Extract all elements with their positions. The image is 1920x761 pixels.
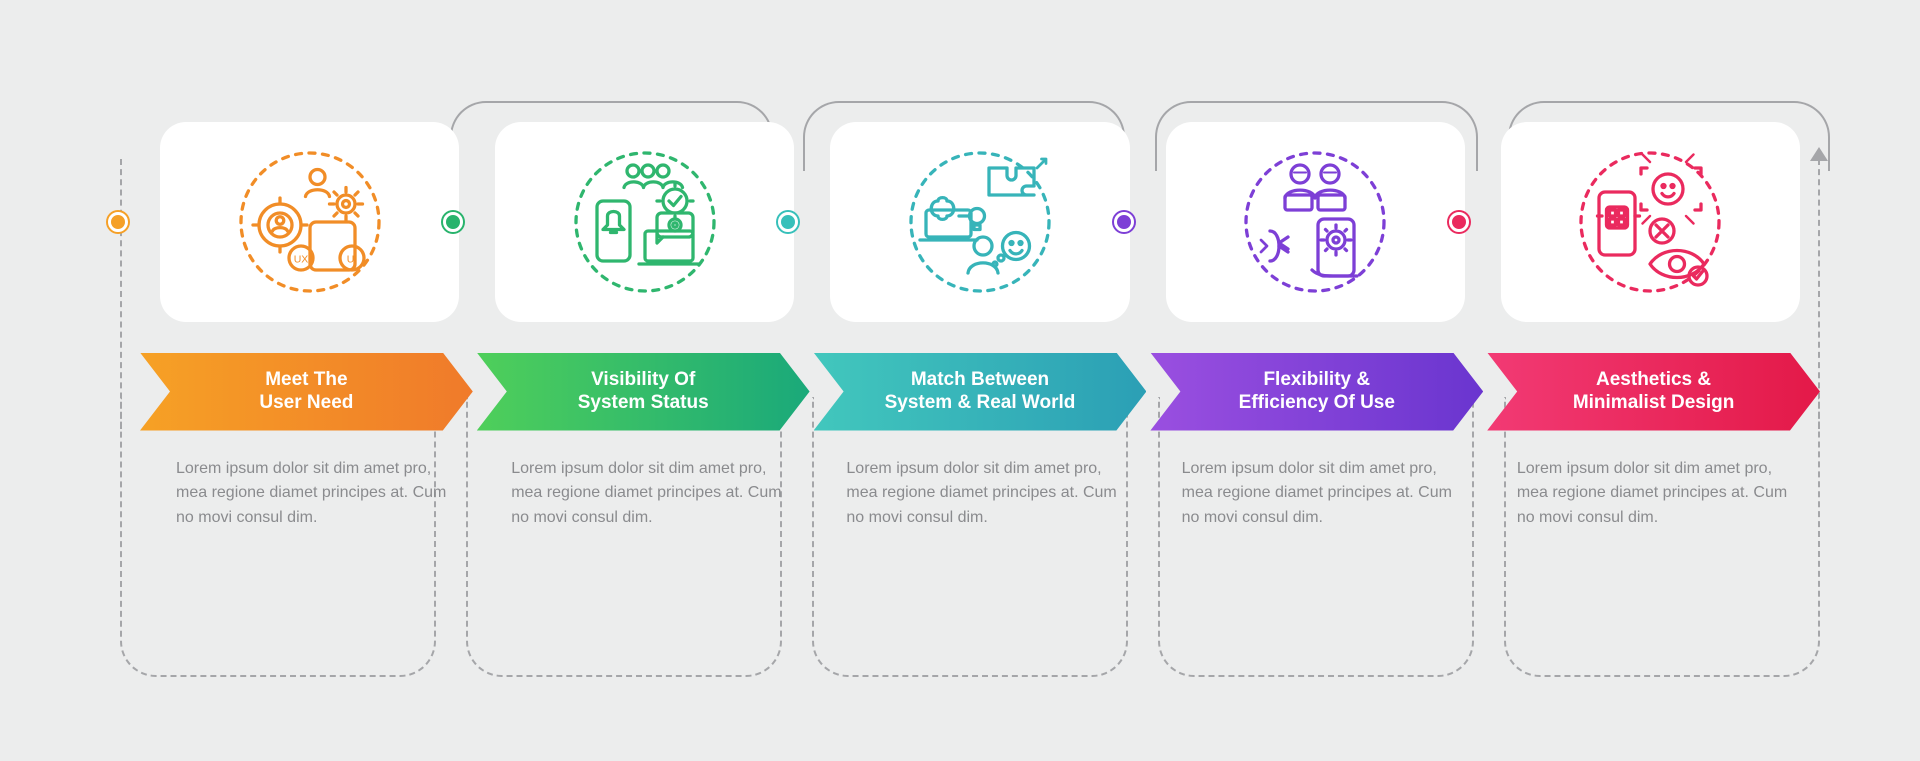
aesthetics-icon — [1570, 142, 1730, 302]
svg-text:UX: UX — [293, 253, 308, 265]
match-world-icon — [900, 142, 1060, 302]
user-need-icon: UX UI — [230, 142, 390, 302]
body-user-need: Lorem ipsum dolor sit dim amet pro, mea … — [170, 457, 469, 531]
flexibility-icon — [1235, 142, 1395, 302]
card-system-status — [495, 122, 794, 322]
body-text-row: Lorem ipsum dolor sit dim amet pro, mea … — [170, 457, 1810, 531]
card-user-need: UX UI — [160, 122, 459, 322]
system-status-icon — [565, 142, 725, 302]
step-dot — [778, 212, 798, 232]
arrow-flexibility: Flexibility &Efficiency Of Use — [1150, 353, 1483, 431]
card-aesthetics — [1501, 122, 1800, 322]
card-flexibility — [1166, 122, 1465, 322]
body-match-world: Lorem ipsum dolor sit dim amet pro, mea … — [840, 457, 1139, 531]
arrow-title: Visibility OfSystem Status — [578, 369, 709, 415]
arrow-title: Aesthetics &Minimalist Design — [1573, 369, 1735, 415]
body-flexibility: Lorem ipsum dolor sit dim amet pro, mea … — [1176, 457, 1475, 531]
body-system-status: Lorem ipsum dolor sit dim amet pro, mea … — [505, 457, 804, 531]
connector-bottom — [120, 397, 1820, 677]
arrow-title: Meet TheUser Need — [259, 369, 353, 415]
arrow-user-need: Meet TheUser Need — [140, 353, 473, 431]
arrow-aesthetics: Aesthetics &Minimalist Design — [1487, 353, 1820, 431]
step-dot — [108, 212, 128, 232]
arrow-title: Flexibility &Efficiency Of Use — [1239, 369, 1395, 415]
arrow-title: Match BetweenSystem & Real World — [885, 369, 1076, 415]
connector-left-rise — [120, 159, 122, 429]
step-dot — [1114, 212, 1134, 232]
icon-card-row: UX UI — [160, 117, 1800, 327]
arrow-system-status: Visibility OfSystem Status — [477, 353, 810, 431]
svg-text:UI: UI — [346, 253, 357, 265]
arrow-banner-row: Meet TheUser Need Visibility OfSystem St… — [140, 353, 1820, 431]
end-arrow-icon — [1810, 147, 1828, 161]
body-aesthetics: Lorem ipsum dolor sit dim amet pro, mea … — [1511, 457, 1810, 531]
card-match-world — [830, 122, 1129, 322]
step-dot — [443, 212, 463, 232]
arrow-match-world: Match BetweenSystem & Real World — [814, 353, 1147, 431]
infographic-stage: UX UI — [80, 71, 1840, 691]
step-dot — [1449, 212, 1469, 232]
